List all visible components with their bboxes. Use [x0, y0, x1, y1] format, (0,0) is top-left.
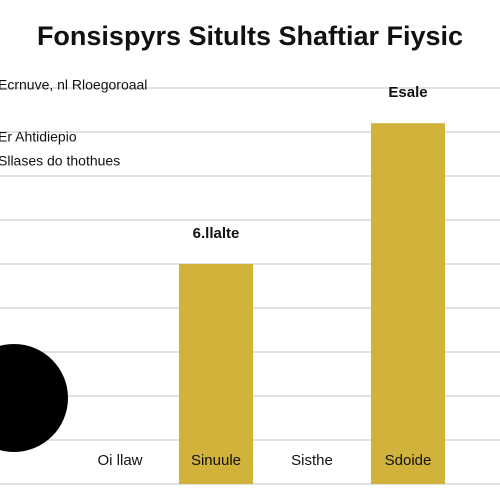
x-tick-label: Sinuule	[191, 452, 241, 469]
x-tick-label: Sdoide	[385, 452, 432, 469]
bars: 6.llalte Esale Oi llaw Sinuule Sisthe Sdoide	[97, 84, 445, 484]
chart-title: Fonsispyrs Sitults Shaftiar Fiysic	[37, 21, 463, 51]
bar-annotation: 6.llalte	[193, 225, 240, 242]
bar-annotation: Esale	[388, 84, 427, 101]
x-tick-label: Sisthe	[291, 452, 333, 469]
bar	[179, 264, 253, 484]
annotation: Sllases do thothues	[0, 153, 120, 169]
annotation: Ecrnuve, nl Rloegoroaal	[0, 77, 147, 93]
decorative-circle	[0, 344, 68, 452]
annotation: Er Ahtidiepio	[0, 129, 77, 145]
bar	[371, 123, 445, 484]
x-tick-label: Oi llaw	[97, 452, 142, 469]
